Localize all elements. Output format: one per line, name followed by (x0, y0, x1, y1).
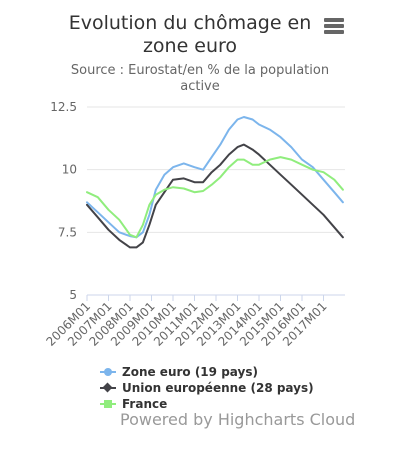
series-line-france (86, 156, 344, 239)
y-tick-label: 12.5 (50, 100, 77, 114)
menu-bar (324, 24, 344, 28)
credits-link[interactable]: Powered by Highcharts Cloud (120, 410, 356, 429)
y-tick-label: 5 (69, 288, 77, 302)
series-line-union-europ-enne-28-pays- (86, 143, 344, 249)
chart-subtitle: Source : Eurostat/en % de la population … (70, 63, 330, 95)
legend-label: France (122, 397, 168, 411)
legend-symbol-union-europeenne (100, 382, 116, 393)
y-tick-label: 10 (62, 163, 77, 177)
chart-title-line-1: Evolution du chômage en (68, 12, 312, 34)
chart-title-line-2: zone euro (142, 35, 238, 57)
chart-subtitle-line-2: active (180, 79, 220, 94)
y-tick-label: 7.5 (58, 225, 77, 239)
legend-symbol-france (100, 400, 116, 408)
legend-label: Zone euro (19 pays) (122, 365, 258, 379)
hamburger-menu-icon[interactable] (322, 16, 346, 36)
chart-title: Evolution du chômage en zone euro (60, 12, 320, 58)
legend-symbol-zone-euro (100, 368, 116, 376)
chart-subtitle-line-1: Source : Eurostat/en % de la population (70, 63, 330, 78)
series-line-zone-euro-19-pays- (86, 116, 344, 239)
legend-label: Union européenne (28 pays) (122, 381, 314, 395)
menu-bar (324, 18, 344, 22)
menu-bar (324, 30, 344, 34)
